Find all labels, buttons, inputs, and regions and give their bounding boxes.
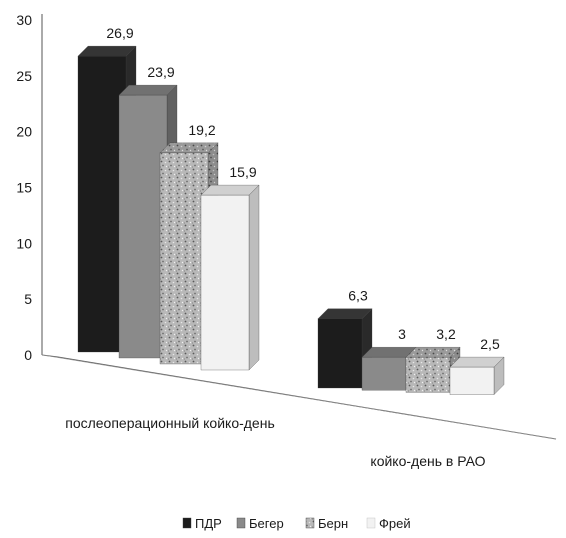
category-label: койко-день в РАО [370, 453, 485, 469]
bar [405, 357, 451, 393]
bar [317, 318, 363, 389]
bar-top [77, 45, 137, 57]
legend-swatch [182, 517, 192, 529]
data-label: 3 [398, 326, 406, 342]
data-label: 19,2 [188, 122, 215, 138]
legend-label: ПДР [195, 516, 222, 531]
y-tick-label: 30 [16, 12, 32, 28]
labels: 0 5 10 15 20 25 30 26,9 6,3 23,9 3 19,2 3,2 15,9 2,5 по… [16, 12, 500, 469]
data-label: 6,3 [348, 288, 368, 304]
bar-top [159, 142, 219, 153]
y-tick-label: 5 [24, 291, 32, 307]
bar-top [200, 184, 260, 196]
legend-label: Фрей [379, 516, 411, 531]
bar [449, 366, 495, 395]
legend-label: Берн [318, 516, 348, 531]
bars [77, 45, 505, 395]
axes [41, 14, 557, 440]
legend-swatch [305, 517, 315, 529]
bar [200, 194, 250, 371]
legend: ПДР Бегер Берн Фрей [182, 516, 411, 531]
category-label: послеоперационный койко-день [65, 415, 275, 431]
bar-top [118, 84, 178, 96]
y-tick-label: 10 [16, 235, 32, 251]
bar [118, 94, 168, 359]
y-tick-label: 0 [24, 347, 32, 363]
y-tick-label: 20 [16, 124, 32, 140]
bar-side [248, 184, 260, 371]
data-label: 2,5 [480, 336, 500, 352]
data-label: 23,9 [147, 64, 174, 80]
legend-swatch [236, 517, 246, 529]
y-tick-label: 15 [16, 180, 32, 196]
legend-swatch [366, 517, 376, 529]
data-label: 15,9 [229, 164, 256, 180]
bar [361, 357, 407, 391]
y-tick-label: 25 [16, 68, 32, 84]
legend-label: Бегер [249, 516, 284, 531]
data-label: 26,9 [106, 25, 133, 41]
bar [77, 55, 127, 353]
bar [159, 152, 209, 365]
data-label: 3,2 [436, 326, 456, 342]
floor-back-edge [41, 354, 557, 440]
